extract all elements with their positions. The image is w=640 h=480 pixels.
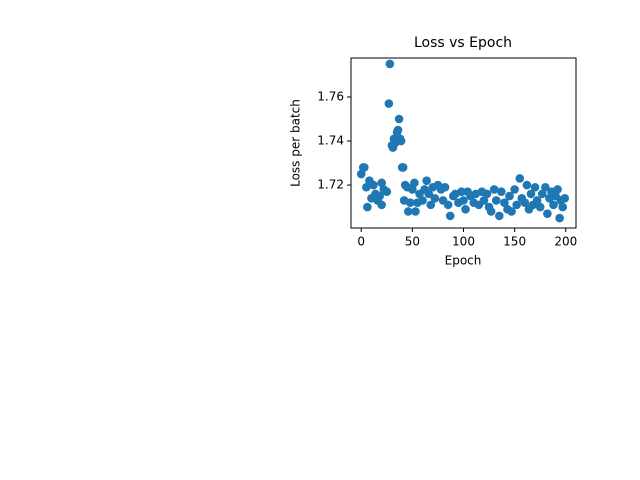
scatter-point [486, 207, 496, 216]
scatter-point [532, 196, 542, 205]
scatter-point [377, 200, 386, 210]
scatter-point [479, 196, 489, 205]
scatter-point [408, 185, 417, 194]
scatter-point [411, 207, 420, 216]
chart-title: Loss vs Epoch [414, 35, 512, 51]
x-tick-label: 100 [452, 235, 475, 249]
scatter-point [543, 209, 552, 218]
scatter-point [505, 191, 514, 201]
scatter-point [369, 180, 378, 190]
scatter-point [385, 59, 395, 69]
scatter-point [422, 176, 431, 185]
x-tick-label: 150 [503, 235, 526, 249]
y-tick-label: 1.76 [317, 89, 344, 103]
scatter-point [530, 182, 540, 192]
x-tick-label: 50 [405, 235, 420, 249]
scatter-point [363, 202, 372, 212]
scatter-point [356, 169, 366, 179]
scatter-point [522, 180, 532, 190]
y-tick-label: 1.74 [317, 134, 344, 148]
scatter-point [393, 125, 403, 135]
scatter-point [510, 185, 519, 194]
scatter-point [362, 182, 371, 192]
scatter-point [394, 114, 404, 124]
scatter-point [555, 213, 564, 223]
scatter-point [457, 187, 466, 196]
scatter-point [520, 198, 530, 207]
scatter-point [440, 182, 450, 192]
scatter-point [424, 189, 434, 199]
y-tick-label: 1.72 [317, 178, 344, 192]
scatter-point [375, 191, 384, 201]
scatter-point [382, 187, 392, 196]
scatter-point [535, 202, 545, 212]
scatter-point [418, 196, 427, 205]
y-axis-label: Loss per batch [289, 99, 303, 187]
scatter-point [461, 204, 470, 214]
scatter-point [497, 187, 506, 196]
scatter-point [403, 207, 413, 216]
scatter-point [541, 182, 550, 192]
scatter-point [494, 211, 504, 221]
scatter-point [445, 211, 455, 221]
scatter-point [410, 178, 419, 188]
scatter-point [482, 189, 492, 199]
x-tick-label: 200 [554, 235, 577, 249]
axes-frame [350, 57, 577, 229]
scatter-point [507, 207, 516, 216]
scatter-point [459, 196, 468, 205]
scatter-point [398, 163, 408, 172]
x-axis-label: Epoch [445, 254, 482, 268]
scatter-point [549, 200, 558, 210]
scatter-point [491, 196, 501, 205]
scatter-point [512, 200, 521, 210]
scatter-point [443, 200, 453, 210]
scatter-point [489, 185, 499, 194]
scatter-point [384, 99, 394, 108]
scatter-point [560, 193, 570, 203]
scatter-point [430, 193, 440, 203]
scatter-point [406, 198, 415, 207]
x-tick-label: 0 [357, 235, 365, 249]
scatter-point [515, 174, 525, 183]
scatter-point [537, 189, 547, 199]
scatter-point [553, 185, 562, 194]
scatter-point [377, 178, 386, 188]
scatter-point [426, 200, 436, 210]
scatter-point [526, 189, 536, 199]
scatter-point [396, 136, 406, 146]
scatter-point [359, 163, 369, 172]
scatter-point [558, 202, 568, 212]
scatter-point [500, 198, 509, 207]
